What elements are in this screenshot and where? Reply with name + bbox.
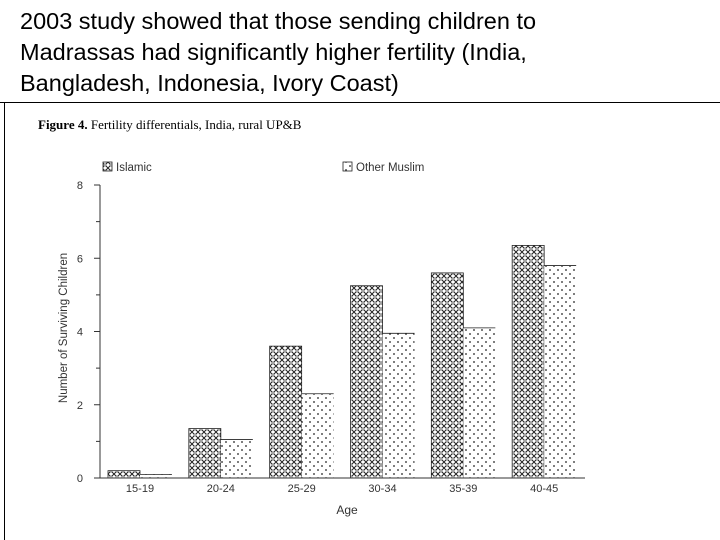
bar-other-muslim <box>544 265 577 478</box>
bar-other-muslim <box>463 327 496 478</box>
chart-title-rest: Fertility differentials, India, rural UP… <box>88 117 302 132</box>
slide-title-line-3: Bangladesh, Indonesia, Ivory Coast) <box>20 70 399 96</box>
bar-other-muslim <box>301 393 334 478</box>
x-axis: 15-19 20-24 25-29 30-34 35-39 40-45 <box>100 477 585 495</box>
x-tick-label: 25-29 <box>288 483 316 495</box>
legend-label-islamic: Islamic <box>116 162 152 174</box>
slide-title-line-2: Madrassas had significantly higher ferti… <box>20 39 527 65</box>
slide-divider-vertical <box>4 102 5 540</box>
bar-islamic <box>430 272 464 479</box>
legend: Islamic Other Muslim <box>102 161 424 174</box>
x-axis-label: Age <box>336 503 358 517</box>
legend-swatch-other-muslim <box>342 161 353 172</box>
bar-islamic <box>269 345 303 479</box>
bar-islamic <box>511 245 545 479</box>
bar-other-muslim <box>220 439 253 478</box>
bar-other-muslim <box>140 474 172 478</box>
x-tick-label: 30-34 <box>368 483 396 495</box>
y-tick-label: 2 <box>77 400 83 412</box>
x-tick-label: 40-45 <box>530 483 558 495</box>
slide-title-line-1: 2003 study showed that those sending chi… <box>20 8 537 34</box>
bar-other-muslim <box>382 333 415 478</box>
bars <box>107 245 577 479</box>
y-tick-label: 6 <box>77 253 83 265</box>
bar-islamic <box>350 285 383 479</box>
chart-title: Figure 4. Fertility differentials, India… <box>38 117 302 132</box>
y-tick-label: 0 <box>77 473 83 485</box>
y-tick-label: 8 <box>77 180 83 192</box>
slide-divider-horizontal <box>0 102 720 103</box>
bar-islamic <box>107 470 141 479</box>
y-tick-label: 4 <box>77 327 83 339</box>
legend-swatch-islamic <box>102 161 113 172</box>
chart-title-bold: Figure 4. <box>38 117 88 132</box>
y-axis-label: Number of Surviving Children <box>58 253 70 403</box>
slide-title: 2003 study showed that those sending chi… <box>20 6 710 99</box>
legend-label-other-muslim: Other Muslim <box>356 162 424 174</box>
x-tick-label: 15-19 <box>126 483 154 495</box>
y-axis: 0 2 4 6 8 <box>77 180 101 485</box>
x-tick-label: 35-39 <box>449 483 477 495</box>
bar-islamic <box>188 428 222 479</box>
x-tick-label: 20-24 <box>207 483 235 495</box>
